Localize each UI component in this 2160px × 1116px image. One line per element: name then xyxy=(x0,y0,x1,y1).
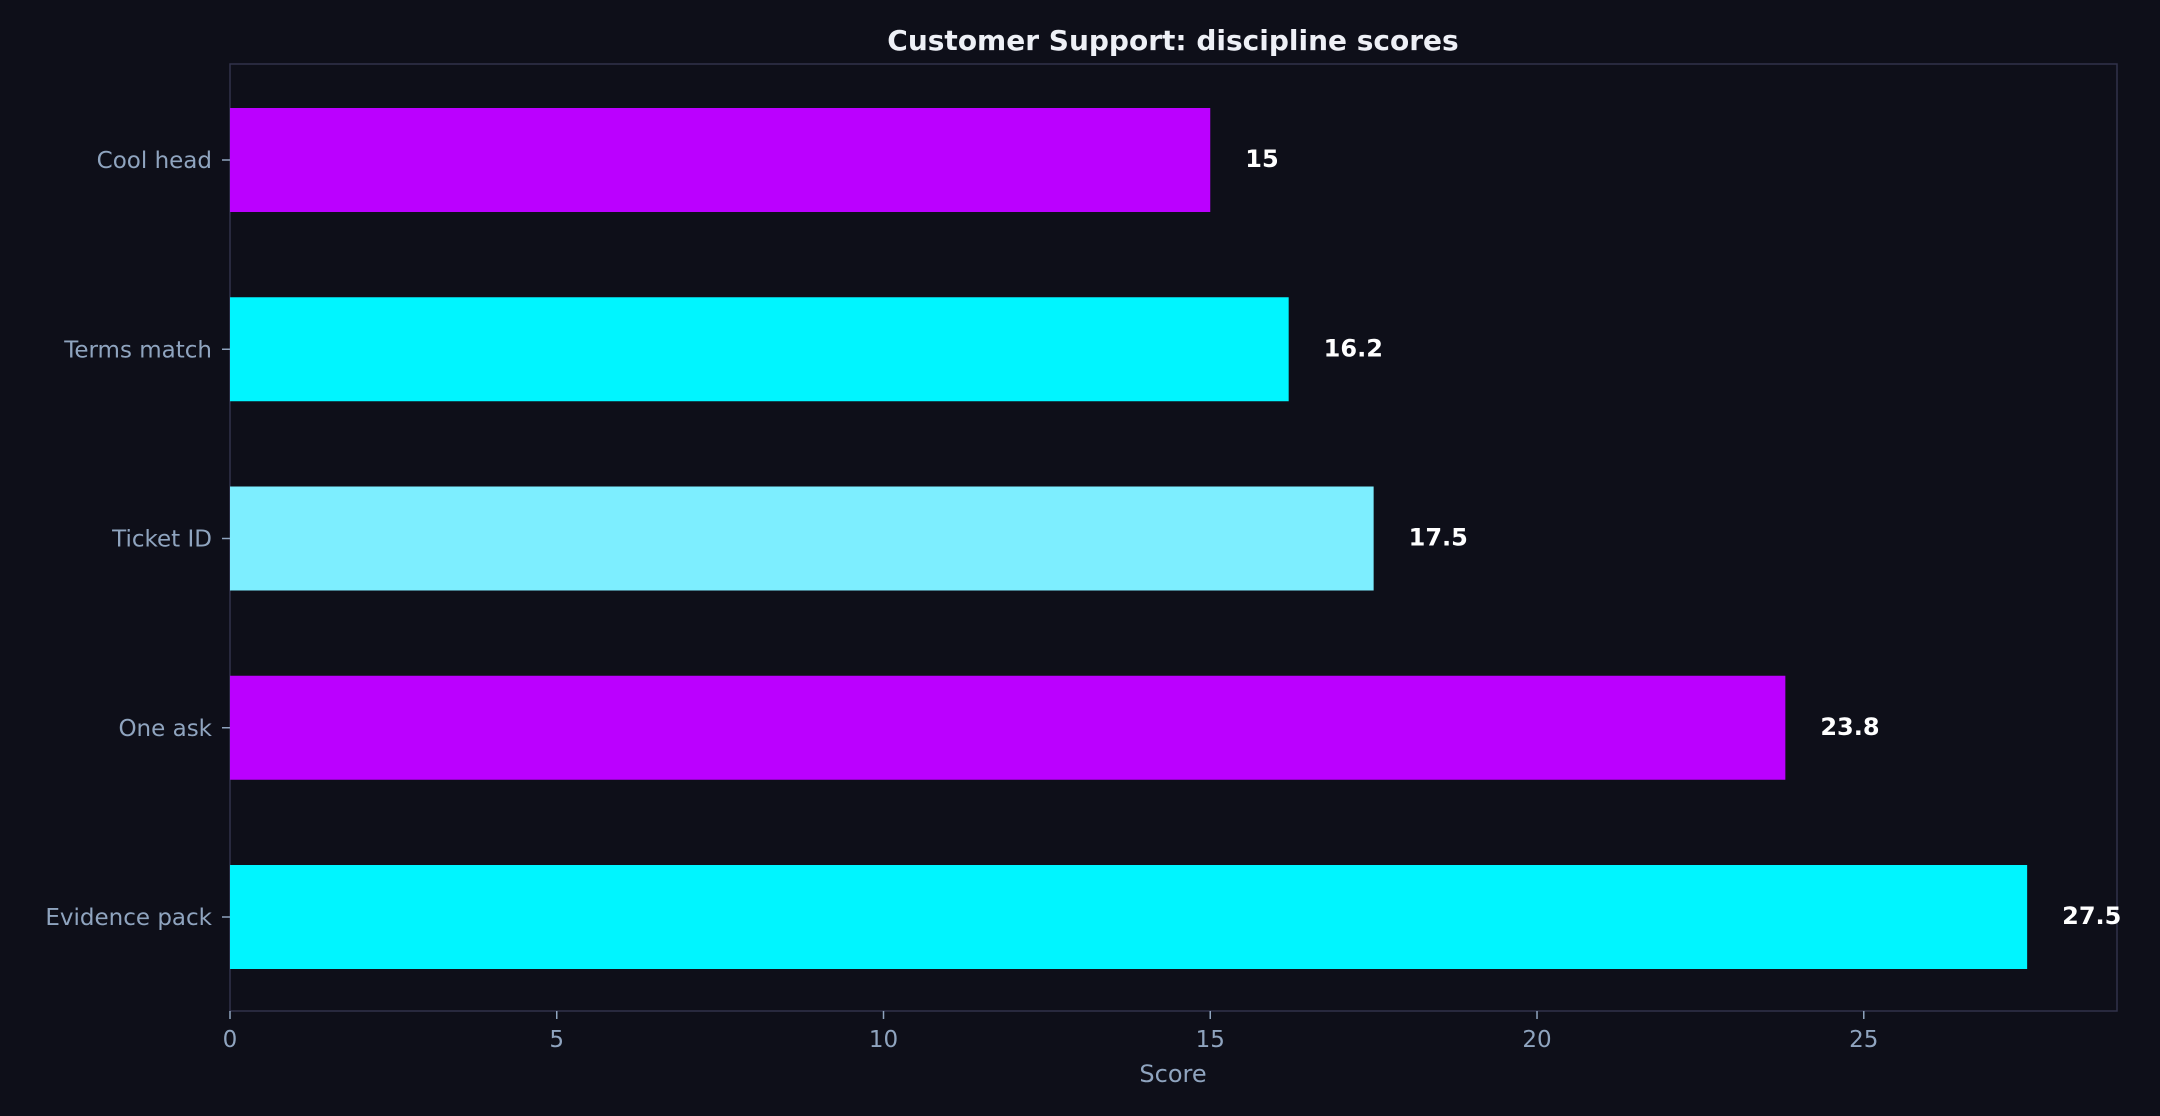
value-label-evidence-pack: 27.5 xyxy=(2062,902,2121,930)
x-tick-label-5: 5 xyxy=(549,1027,564,1053)
bar-evidence-pack xyxy=(230,865,2028,969)
x-axis: 0 5 10 15 20 25 xyxy=(223,1011,1878,1053)
value-label-cool-head: 15 xyxy=(1245,145,1278,173)
bar-cool-head xyxy=(230,108,1211,212)
y-tick-label-cool-head: Cool head xyxy=(97,148,212,174)
x-tick-label-25: 25 xyxy=(1849,1027,1878,1053)
x-tick-label-20: 20 xyxy=(1522,1027,1551,1053)
y-tick-label-one-ask: One ask xyxy=(118,716,212,742)
x-tick-label-15: 15 xyxy=(1196,1027,1225,1053)
bar-terms-match xyxy=(230,297,1289,402)
x-axis-label: Score xyxy=(1139,1060,1206,1088)
bars-layer: 15 16.2 17.5 23.8 27.5 xyxy=(230,108,2121,969)
y-tick-label-ticket-id: Ticket ID xyxy=(111,527,212,553)
chart-title: Customer Support: discipline scores xyxy=(887,24,1458,57)
x-tick-label-0: 0 xyxy=(223,1027,238,1053)
bar-one-ask xyxy=(230,675,1786,780)
y-axis: Cool head Terms match Ticket ID One ask Evid… xyxy=(45,148,230,931)
y-tick-label-evidence-pack: Evidence pack xyxy=(45,905,212,931)
bar-ticket-id xyxy=(230,486,1374,591)
x-tick-label-10: 10 xyxy=(869,1027,898,1053)
value-label-terms-match: 16.2 xyxy=(1324,334,1383,362)
value-label-ticket-id: 17.5 xyxy=(1409,524,1468,552)
value-label-one-ask: 23.8 xyxy=(1820,713,1879,741)
y-tick-label-terms-match: Terms match xyxy=(63,337,212,363)
